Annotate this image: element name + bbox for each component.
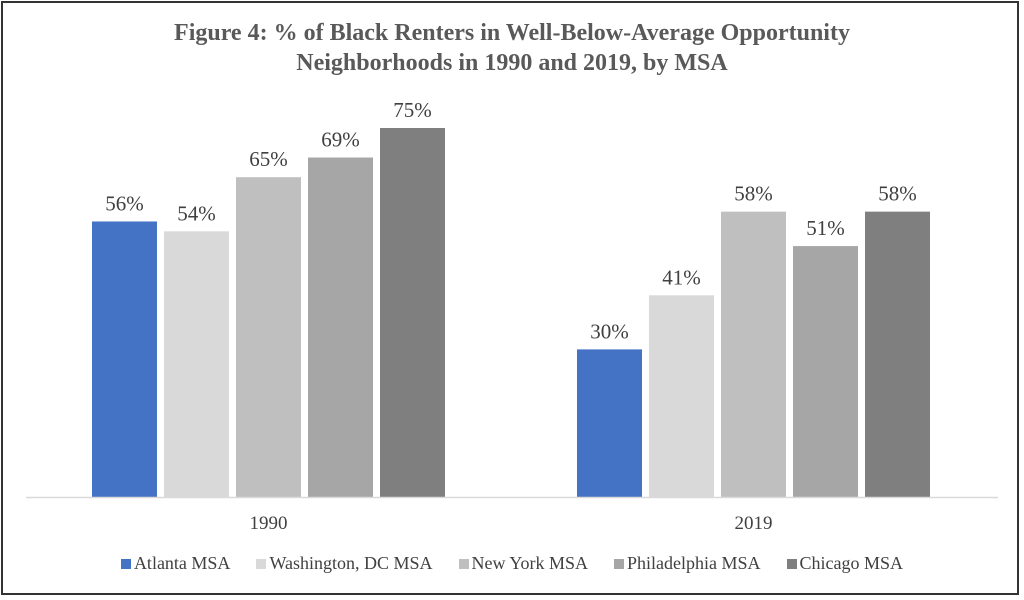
legend-item-2: New York MSA (458, 553, 589, 574)
data-label-2019-0: 30% (590, 319, 629, 343)
data-label-2019-2: 58% (734, 182, 773, 206)
data-label-1990-1: 54% (177, 201, 216, 225)
chart-title-line-1: Figure 4: % of Black Renters in Well-Bel… (174, 20, 850, 46)
data-label-1990-0: 56% (105, 191, 144, 215)
legend-swatch (458, 558, 469, 569)
legend-label: Philadelphia MSA (627, 553, 761, 573)
legend-item-3: Philadelphia MSA (614, 553, 761, 574)
legend-label: Washington, DC MSA (269, 553, 433, 573)
data-label-2019-1: 41% (662, 265, 701, 289)
legend-swatch (256, 558, 267, 569)
data-label-2019-3: 51% (806, 216, 845, 240)
legend-item-1: Washington, DC MSA (256, 553, 433, 574)
legend-swatch (120, 558, 131, 569)
bar-2019-4 (865, 211, 930, 497)
bar-2019-1 (649, 295, 714, 497)
legend-item-4: Chicago MSA (786, 553, 904, 574)
bar-2019-0 (577, 349, 642, 497)
x-tick-label-1990: 1990 (250, 513, 288, 534)
legend-item-0: Atlanta MSA (120, 553, 231, 574)
bar-1990-2 (236, 177, 301, 497)
bar-2019-3 (793, 246, 858, 497)
legend-label: Atlanta MSA (133, 553, 231, 573)
data-label-1990-2: 65% (249, 147, 288, 171)
x-tick-label-2019: 2019 (735, 513, 773, 534)
bar-1990-3 (308, 157, 373, 497)
legend-label: Chicago MSA (799, 553, 904, 573)
data-label-1990-3: 69% (321, 128, 360, 152)
chart-title: Figure 4: % of Black Renters in Well-Bel… (0, 18, 1024, 78)
chart-title-line-2: Neighborhoods in 1990 and 2019, by MSA (296, 50, 728, 76)
legend-swatch (614, 558, 625, 569)
bar-1990-4 (380, 128, 445, 497)
chart-legend: Atlanta MSA Washington, DC MSA New York MS… (0, 553, 1024, 574)
data-label-1990-4: 75% (393, 98, 432, 122)
data-label-2019-4: 58% (878, 182, 917, 206)
bar-2019-2 (721, 211, 786, 497)
bar-1990-1 (164, 231, 229, 497)
bar-1990-0 (92, 221, 157, 498)
legend-swatch (786, 558, 797, 569)
legend-label: New York MSA (471, 553, 589, 573)
